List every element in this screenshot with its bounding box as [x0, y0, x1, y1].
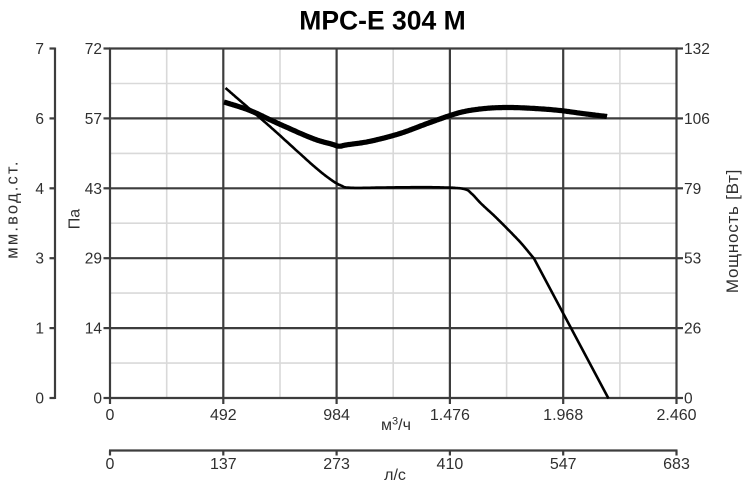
- svg-text:6: 6: [35, 111, 44, 128]
- svg-text:4: 4: [35, 181, 44, 198]
- svg-text:43: 43: [85, 181, 102, 198]
- svg-text:2.460: 2.460: [656, 407, 696, 424]
- svg-text:547: 547: [550, 456, 577, 473]
- svg-text:72: 72: [85, 41, 102, 58]
- svg-text:683: 683: [663, 456, 690, 473]
- svg-text:0: 0: [684, 391, 693, 408]
- svg-text:26: 26: [684, 321, 701, 338]
- svg-text:410: 410: [437, 456, 464, 473]
- svg-text:MPC-E 304 M: MPC-E 304 M: [299, 6, 465, 36]
- svg-text:29: 29: [85, 251, 102, 268]
- svg-text:273: 273: [323, 456, 350, 473]
- svg-text:1.968: 1.968: [543, 407, 583, 424]
- svg-text:1: 1: [35, 321, 44, 338]
- svg-text:0: 0: [106, 456, 115, 473]
- svg-text:0: 0: [35, 391, 44, 408]
- svg-text:57: 57: [85, 111, 102, 128]
- svg-text:л/с: л/с: [384, 467, 406, 484]
- svg-text:984: 984: [323, 407, 350, 424]
- svg-text:1.476: 1.476: [430, 407, 470, 424]
- svg-text:79: 79: [684, 181, 701, 198]
- svg-text:м3/ч: м3/ч: [381, 416, 411, 435]
- svg-text:53: 53: [684, 251, 701, 268]
- svg-text:Мощность [Вт]: Мощность [Вт]: [723, 169, 742, 293]
- svg-text:14: 14: [85, 321, 103, 338]
- svg-text:106: 106: [684, 111, 710, 128]
- svg-text:мм.вод.ст.: мм.вод.ст.: [4, 159, 22, 258]
- svg-text:7: 7: [35, 41, 44, 58]
- svg-text:132: 132: [684, 41, 710, 58]
- svg-text:0: 0: [106, 407, 115, 424]
- svg-text:492: 492: [210, 407, 237, 424]
- svg-text:137: 137: [210, 456, 237, 473]
- svg-text:0: 0: [93, 391, 102, 408]
- svg-text:3: 3: [35, 251, 44, 268]
- svg-text:Па: Па: [67, 209, 84, 230]
